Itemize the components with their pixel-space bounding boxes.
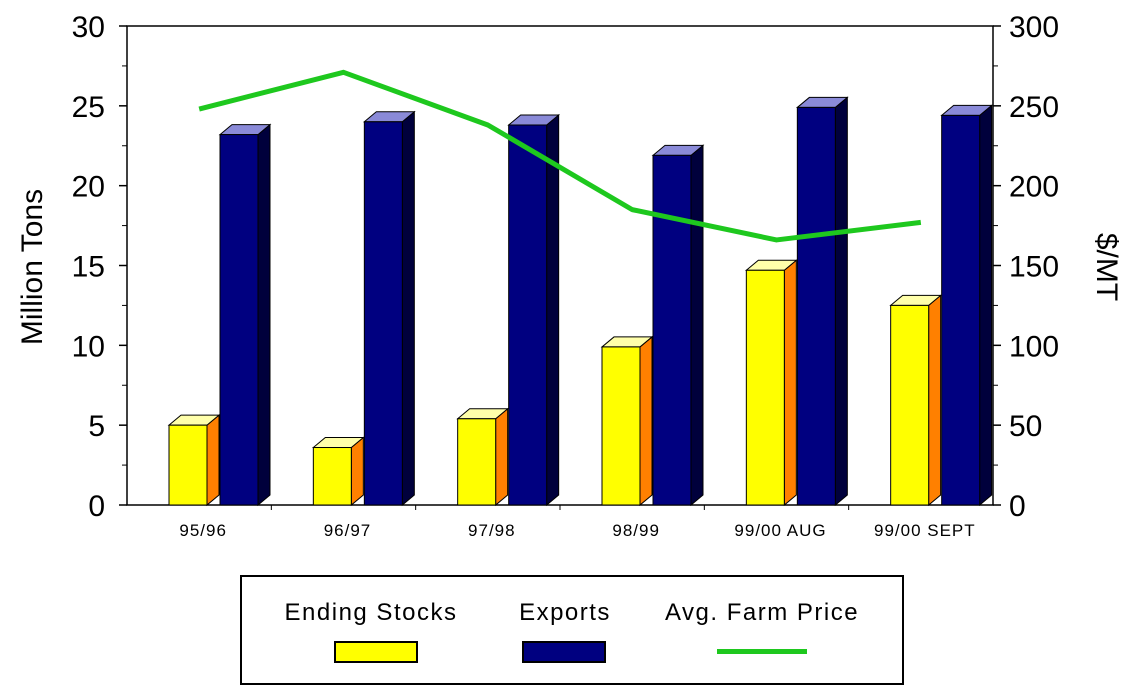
y-tick-label: 0 bbox=[88, 490, 105, 523]
legend-item-ending-stocks: Ending Stocks bbox=[256, 577, 486, 663]
bar-ending-stocks-side bbox=[495, 407, 509, 507]
y2-tick-label: 150 bbox=[1009, 251, 1059, 284]
bar-exports-side bbox=[257, 123, 271, 507]
bar-exports bbox=[941, 114, 981, 506]
x-tick-label: 99/00 AUG bbox=[734, 521, 826, 540]
legend-label-ending-stocks: Ending Stocks bbox=[284, 599, 458, 626]
x-tick-label: 96/97 bbox=[324, 521, 372, 540]
y2-tick-label: 100 bbox=[1009, 330, 1059, 363]
legend-label-avg-farm-price: Avg. Farm Price bbox=[664, 599, 860, 626]
x-tick-label: 99/00 SEPT bbox=[874, 521, 976, 540]
bar-ending-stocks bbox=[745, 269, 785, 506]
bar-ending-stocks-side bbox=[783, 259, 797, 507]
bar-exports bbox=[652, 154, 692, 506]
bar-ending-stocks bbox=[457, 418, 497, 506]
x-tick-label: 95/96 bbox=[179, 521, 227, 540]
bar-ending-stocks-side bbox=[928, 294, 942, 507]
bar-ending-stocks bbox=[890, 304, 930, 506]
legend-swatch-avg-farm-price bbox=[717, 649, 807, 654]
bar-exports bbox=[508, 124, 548, 506]
line-avg-farm-price bbox=[198, 69, 922, 243]
legend-item-exports: Exports bbox=[490, 577, 640, 663]
y2-axis-title: $/MT bbox=[1090, 233, 1123, 301]
bar-ending-stocks-side bbox=[639, 335, 653, 507]
y-tick-label: 15 bbox=[72, 251, 105, 284]
legend: Ending Stocks Exports Avg. Farm Price bbox=[240, 575, 904, 685]
bar-ending-stocks bbox=[312, 447, 352, 506]
x-tick-label: 97/98 bbox=[468, 521, 516, 540]
legend-label-exports: Exports bbox=[519, 599, 611, 626]
bar-exports bbox=[363, 121, 403, 506]
y-tick-label: 25 bbox=[72, 91, 105, 124]
legend-swatch-exports bbox=[522, 641, 606, 663]
bar-exports-side bbox=[834, 96, 848, 507]
y-tick-label: 30 bbox=[72, 11, 105, 44]
y-tick-label: 20 bbox=[72, 171, 105, 204]
x-tick-label: 98/99 bbox=[612, 521, 660, 540]
y2-tick-label: 0 bbox=[1009, 490, 1026, 523]
y2-tick-label: 200 bbox=[1009, 171, 1059, 204]
bar-exports-side bbox=[401, 110, 415, 507]
bar-exports-side bbox=[979, 104, 993, 507]
bar-ending-stocks bbox=[601, 346, 641, 506]
y-tick-label: 10 bbox=[72, 330, 105, 363]
y2-tick-label: 250 bbox=[1009, 91, 1059, 124]
y2-tick-label: 300 bbox=[1009, 11, 1059, 44]
bar-exports bbox=[796, 106, 836, 506]
bar-ending-stocks-side bbox=[206, 414, 220, 507]
legend-swatch-ending-stocks bbox=[334, 641, 418, 663]
bar-exports-side bbox=[690, 144, 704, 507]
bar-ending-stocks-side bbox=[350, 436, 364, 507]
bar-exports bbox=[219, 134, 259, 506]
bar-ending-stocks bbox=[168, 424, 208, 506]
y-axis-title: Million Tons bbox=[16, 189, 49, 345]
bar-exports-side bbox=[546, 113, 560, 507]
legend-item-avg-farm-price: Avg. Farm Price bbox=[642, 577, 882, 654]
y-tick-label: 5 bbox=[88, 410, 105, 443]
y2-tick-label: 50 bbox=[1009, 410, 1042, 443]
